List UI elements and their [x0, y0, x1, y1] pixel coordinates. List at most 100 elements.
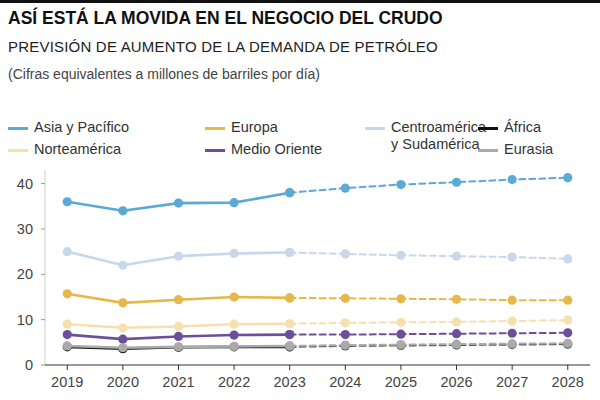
- series-point: [396, 340, 405, 349]
- series-line: [290, 333, 568, 335]
- series-point: [285, 342, 294, 351]
- series-point: [508, 175, 517, 184]
- y-tick: [41, 274, 45, 275]
- series-point: [341, 249, 350, 258]
- series-point: [174, 295, 183, 304]
- series-point: [396, 341, 405, 350]
- series-point: [285, 341, 294, 350]
- series-point: [118, 343, 127, 352]
- series-point: [229, 249, 238, 258]
- legend-label: Centroamérica y Sudamérica: [391, 119, 486, 153]
- y-tick-label: 10: [17, 312, 33, 328]
- legend-entry: Europa: [205, 119, 360, 136]
- series-point: [229, 292, 238, 301]
- series-point: [563, 340, 572, 349]
- series-point: [563, 173, 572, 182]
- series-point: [229, 198, 238, 207]
- series-point: [452, 178, 461, 187]
- y-tick: [41, 365, 45, 366]
- legend-entry: Medio Oriente: [205, 141, 360, 158]
- series-point: [174, 322, 183, 331]
- series-point: [118, 261, 127, 270]
- annotation: (Cifras equivalentes a millones de barri…: [8, 66, 320, 82]
- title: ASÍ ESTÁ LA MOVIDA EN EL NEGOCIO DEL CRU…: [8, 8, 443, 29]
- series-point: [63, 289, 72, 298]
- x-tick: [178, 365, 179, 370]
- series-point: [452, 329, 461, 338]
- x-tick-label: 2020: [107, 374, 139, 390]
- series-point: [63, 330, 72, 339]
- series-point: [285, 342, 294, 351]
- series-point: [452, 252, 461, 261]
- x-tick-label: 2021: [162, 374, 194, 390]
- series-point: [118, 206, 127, 215]
- legend-entry: Norteamérica: [8, 141, 198, 158]
- series-point: [508, 339, 517, 348]
- series-point: [118, 323, 127, 332]
- series-point: [396, 251, 405, 260]
- x-tick: [289, 365, 290, 370]
- x-tick: [456, 365, 457, 370]
- series-point: [285, 319, 294, 328]
- series-point: [452, 340, 461, 349]
- series-point: [452, 295, 461, 304]
- x-tick-label: 2023: [274, 374, 306, 390]
- series-point: [508, 252, 517, 261]
- legend-swatch: [478, 149, 498, 152]
- legend-label: Europa: [231, 119, 278, 136]
- series-point: [508, 340, 517, 349]
- legend-swatch: [365, 127, 385, 130]
- legend-swatch: [205, 127, 225, 130]
- legend-swatch: [478, 127, 498, 130]
- series-point: [285, 188, 294, 197]
- x-axis-line: [45, 364, 590, 365]
- series-point: [396, 294, 405, 303]
- plot-area: [63, 173, 573, 353]
- series-point: [341, 294, 350, 303]
- x-tick: [122, 365, 123, 370]
- series-point: [508, 316, 517, 325]
- series-point: [285, 248, 294, 257]
- series-point: [285, 330, 294, 339]
- series-point: [63, 247, 72, 256]
- legend-label: Norteamérica: [34, 141, 121, 158]
- page: {"chart_data": {"type": "line", "title":…: [0, 0, 600, 400]
- legend-label: Eurasia: [504, 141, 553, 158]
- series-point: [508, 296, 517, 305]
- y-tick: [41, 183, 45, 184]
- series-line: [290, 344, 568, 347]
- series-point: [174, 252, 183, 261]
- legend-swatch: [205, 149, 225, 152]
- series-point: [563, 328, 572, 337]
- legend-label: Asia y Pacífico: [34, 119, 129, 136]
- y-tick-label: 40: [17, 176, 33, 192]
- series-point: [63, 320, 72, 329]
- series-point: [285, 319, 294, 328]
- series-point: [118, 344, 127, 353]
- series-point: [563, 316, 572, 325]
- legend-entry: Eurasia: [478, 141, 588, 158]
- series-point: [174, 343, 183, 352]
- series-line: [290, 320, 568, 324]
- series-line: [290, 298, 568, 300]
- series-point: [118, 335, 127, 344]
- y-tick: [41, 319, 45, 320]
- legend-entry: Asia y Pacífico: [8, 119, 198, 136]
- x-tick: [67, 365, 68, 370]
- series-point: [396, 180, 405, 189]
- series-line: [67, 193, 289, 211]
- legend-label: África: [504, 119, 541, 136]
- series-point: [285, 188, 294, 197]
- x-tick: [400, 365, 401, 370]
- series-point: [174, 199, 183, 208]
- series-point: [563, 339, 572, 348]
- series-point: [63, 197, 72, 206]
- x-tick-label: 2022: [218, 374, 250, 390]
- x-tick: [345, 365, 346, 370]
- x-tick-label: 2027: [496, 374, 528, 390]
- series-point: [396, 318, 405, 327]
- legend-swatch: [8, 127, 28, 130]
- series-point: [229, 342, 238, 351]
- x-tick-label: 2024: [329, 374, 361, 390]
- series-point: [563, 254, 572, 263]
